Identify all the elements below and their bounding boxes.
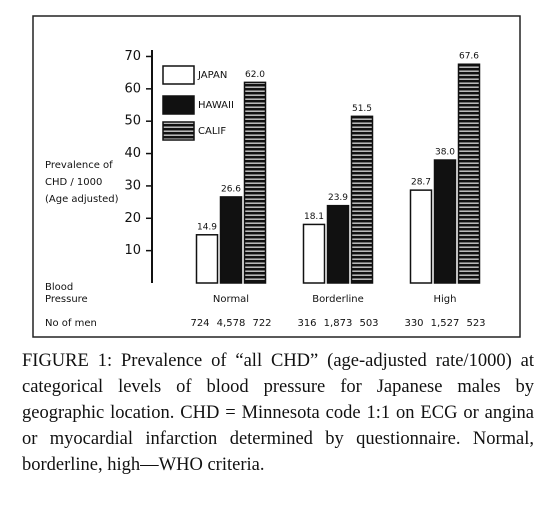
caption-label: FIGURE 1: [22,351,113,371]
bar [243,81,267,284]
value-label: 67.6 [459,52,479,62]
x-label: Blood [45,282,73,293]
count-label: 4,578 [217,318,246,329]
x-tick-label: High [434,294,457,305]
count-label: 1,873 [324,318,353,329]
y-tick-label: 40 [124,146,141,161]
caption-text: Prevalence of “all CHD” (age-adjusted ra… [22,351,534,475]
value-label: 14.9 [197,222,217,232]
x-tick-label: Normal [213,294,249,305]
caption: FIGURE 1: Prevalence of “all CHD” (age-a… [22,348,534,478]
bar [326,204,350,284]
y-tick-label: 60 [124,81,141,96]
bar [302,223,326,284]
y-tick-label: 10 [124,243,141,258]
bar [433,159,457,284]
count-label: 1,527 [431,318,460,329]
legend-label: HAWAII [198,100,234,111]
bar [219,196,243,284]
y-tick-label: 20 [124,211,141,226]
count-label: 316 [297,318,316,329]
count-label: 330 [404,318,423,329]
bar [195,234,219,284]
legend-label: CALIF [198,126,226,137]
y-tick-label: 50 [124,114,141,129]
bar [350,115,374,284]
legend-swatch [162,121,195,141]
count-label: 503 [359,318,378,329]
counts-label: No of men [45,318,97,329]
count-label: 724 [190,318,209,329]
x-label: Pressure [45,294,88,305]
y-tick-label: 30 [124,178,141,193]
value-label: 26.6 [221,184,241,194]
y-tick-label: 70 [124,49,141,64]
legend-label: JAPAN [197,70,227,81]
y-label: CHD / 1000 [45,177,102,188]
y-label: Prevalence of [45,160,113,171]
legend-swatch [162,65,195,85]
legend-swatch [162,95,195,115]
value-label: 51.5 [352,104,372,114]
y-label: (Age adjusted) [45,194,119,205]
bar [409,189,433,284]
value-label: 18.1 [304,212,324,222]
x-tick-label: Borderline [312,294,364,305]
value-label: 28.7 [411,178,431,188]
count-label: 523 [466,318,485,329]
chart: Prevalence of CHD / 1000 (Age adjusted) … [32,15,521,338]
value-label: 23.9 [328,193,348,203]
value-label: 62.0 [245,70,265,80]
count-label: 722 [252,318,271,329]
bar [457,63,481,284]
value-label: 38.0 [435,148,455,158]
chart-frame [32,15,521,338]
